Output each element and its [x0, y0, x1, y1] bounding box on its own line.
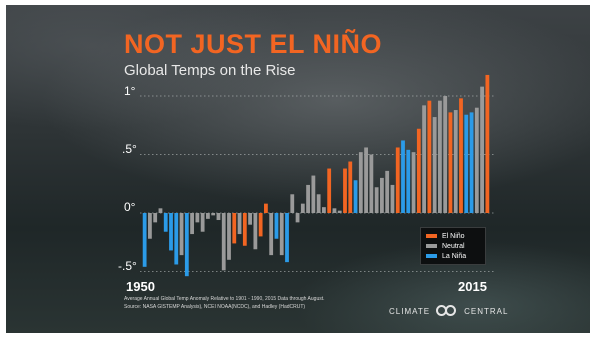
chart-bar	[184, 213, 189, 277]
chart-bar	[422, 105, 426, 213]
chart-plot	[140, 74, 494, 277]
chart-bar	[327, 168, 332, 213]
chart-bar	[385, 170, 390, 213]
chart-title: NOT JUST EL NIÑO	[124, 29, 383, 59]
chart-bar	[480, 86, 484, 213]
chart-bar	[416, 128, 421, 213]
logo-text-right: CENTRAL	[464, 306, 509, 316]
chart-bar	[401, 140, 405, 213]
x-tick-label: 2015	[458, 279, 487, 294]
chart-bar	[206, 213, 210, 219]
x-tick-label: 1950	[126, 279, 155, 294]
chart-bar	[163, 213, 168, 232]
chart-bar	[474, 107, 479, 213]
chart-bar	[190, 213, 194, 235]
y-tick-label: .5°	[122, 142, 137, 156]
chart-subtitle: Global Temps on the Rise	[124, 62, 296, 79]
chart-bar	[274, 213, 279, 239]
chart-bar	[464, 114, 469, 213]
chart-bar	[258, 213, 263, 237]
chart-bar	[295, 213, 300, 223]
y-tick-label: 0°	[124, 200, 136, 214]
chart-bar	[443, 96, 448, 213]
chart-bar	[432, 117, 437, 213]
chart-bar	[174, 213, 179, 265]
chart-source: Source: NASA GISTEMP Analysis), NCEI NOA…	[124, 304, 306, 310]
chart-bar	[290, 194, 295, 213]
chart-bar	[169, 213, 173, 251]
chart-bar	[153, 213, 158, 223]
chart-bar	[306, 184, 310, 213]
chart-bar	[264, 203, 268, 213]
legend-item: Neutral	[426, 241, 480, 251]
logo-rings-icon	[436, 304, 458, 318]
chart-bar	[195, 213, 200, 223]
chart-bar	[364, 147, 368, 213]
chart-bar	[279, 213, 284, 256]
chart-bar	[311, 175, 316, 213]
chart-bar	[179, 213, 184, 256]
chart-bar	[427, 100, 432, 213]
legend-item: El Niño	[426, 231, 480, 241]
chart-bar	[232, 213, 237, 244]
chart-bar	[216, 213, 221, 221]
chart-bar	[221, 213, 226, 271]
chart-bar	[374, 187, 379, 213]
legend-label: La Niña	[442, 252, 467, 260]
chart-bar	[485, 74, 490, 213]
legend-swatch	[426, 234, 437, 238]
chart-bar	[348, 161, 353, 213]
legend-label: El Niño	[442, 232, 465, 240]
chart-bar	[253, 213, 258, 250]
chart-bar	[380, 177, 384, 213]
chart-bar	[200, 213, 205, 232]
chart-bar	[453, 110, 458, 213]
chart-bar	[390, 184, 395, 213]
chart-legend: El Niño Neutral La Niña	[420, 227, 486, 265]
chart-bar	[369, 154, 374, 213]
climate-central-logo: CLIMATE CENTRAL	[389, 304, 508, 318]
chart-bar	[322, 207, 326, 213]
y-tick-label: -.5°	[118, 259, 137, 273]
chart-bar	[406, 149, 411, 213]
chart-footnote: Average Annual Global Temp Anomaly Relat…	[124, 296, 325, 302]
chart-bar	[158, 208, 163, 213]
chart-bar	[148, 213, 152, 239]
chart-bar	[316, 194, 321, 213]
legend-swatch	[426, 254, 437, 258]
chart-bar	[438, 100, 442, 213]
legend-item: La Niña	[426, 251, 480, 261]
chart-bar	[300, 203, 305, 213]
chart-frame: NOT JUST EL NIÑO Global Temps on the Ris…	[6, 5, 590, 333]
chart-bar	[358, 152, 363, 213]
chart-bar	[269, 213, 274, 256]
chart-bar	[285, 213, 289, 263]
chart-bar	[142, 213, 147, 267]
chart-bar	[237, 213, 242, 235]
chart-bar	[353, 180, 358, 213]
chart-bar	[469, 112, 474, 213]
chart-bar	[459, 98, 463, 213]
chart-bar	[242, 213, 247, 246]
chart-bar	[227, 213, 231, 260]
chart-bar	[211, 213, 216, 216]
chart-bar	[343, 168, 347, 213]
chart-bar	[337, 210, 342, 213]
y-tick-label: 1°	[124, 84, 136, 98]
legend-label: Neutral	[442, 242, 465, 250]
logo-text-left: CLIMATE	[389, 306, 431, 316]
chart-bar	[395, 147, 400, 213]
legend-swatch	[426, 244, 437, 248]
chart-bar	[248, 213, 252, 225]
chart-bar	[448, 112, 453, 213]
chart-bar	[332, 208, 337, 213]
chart-bar	[411, 152, 416, 213]
